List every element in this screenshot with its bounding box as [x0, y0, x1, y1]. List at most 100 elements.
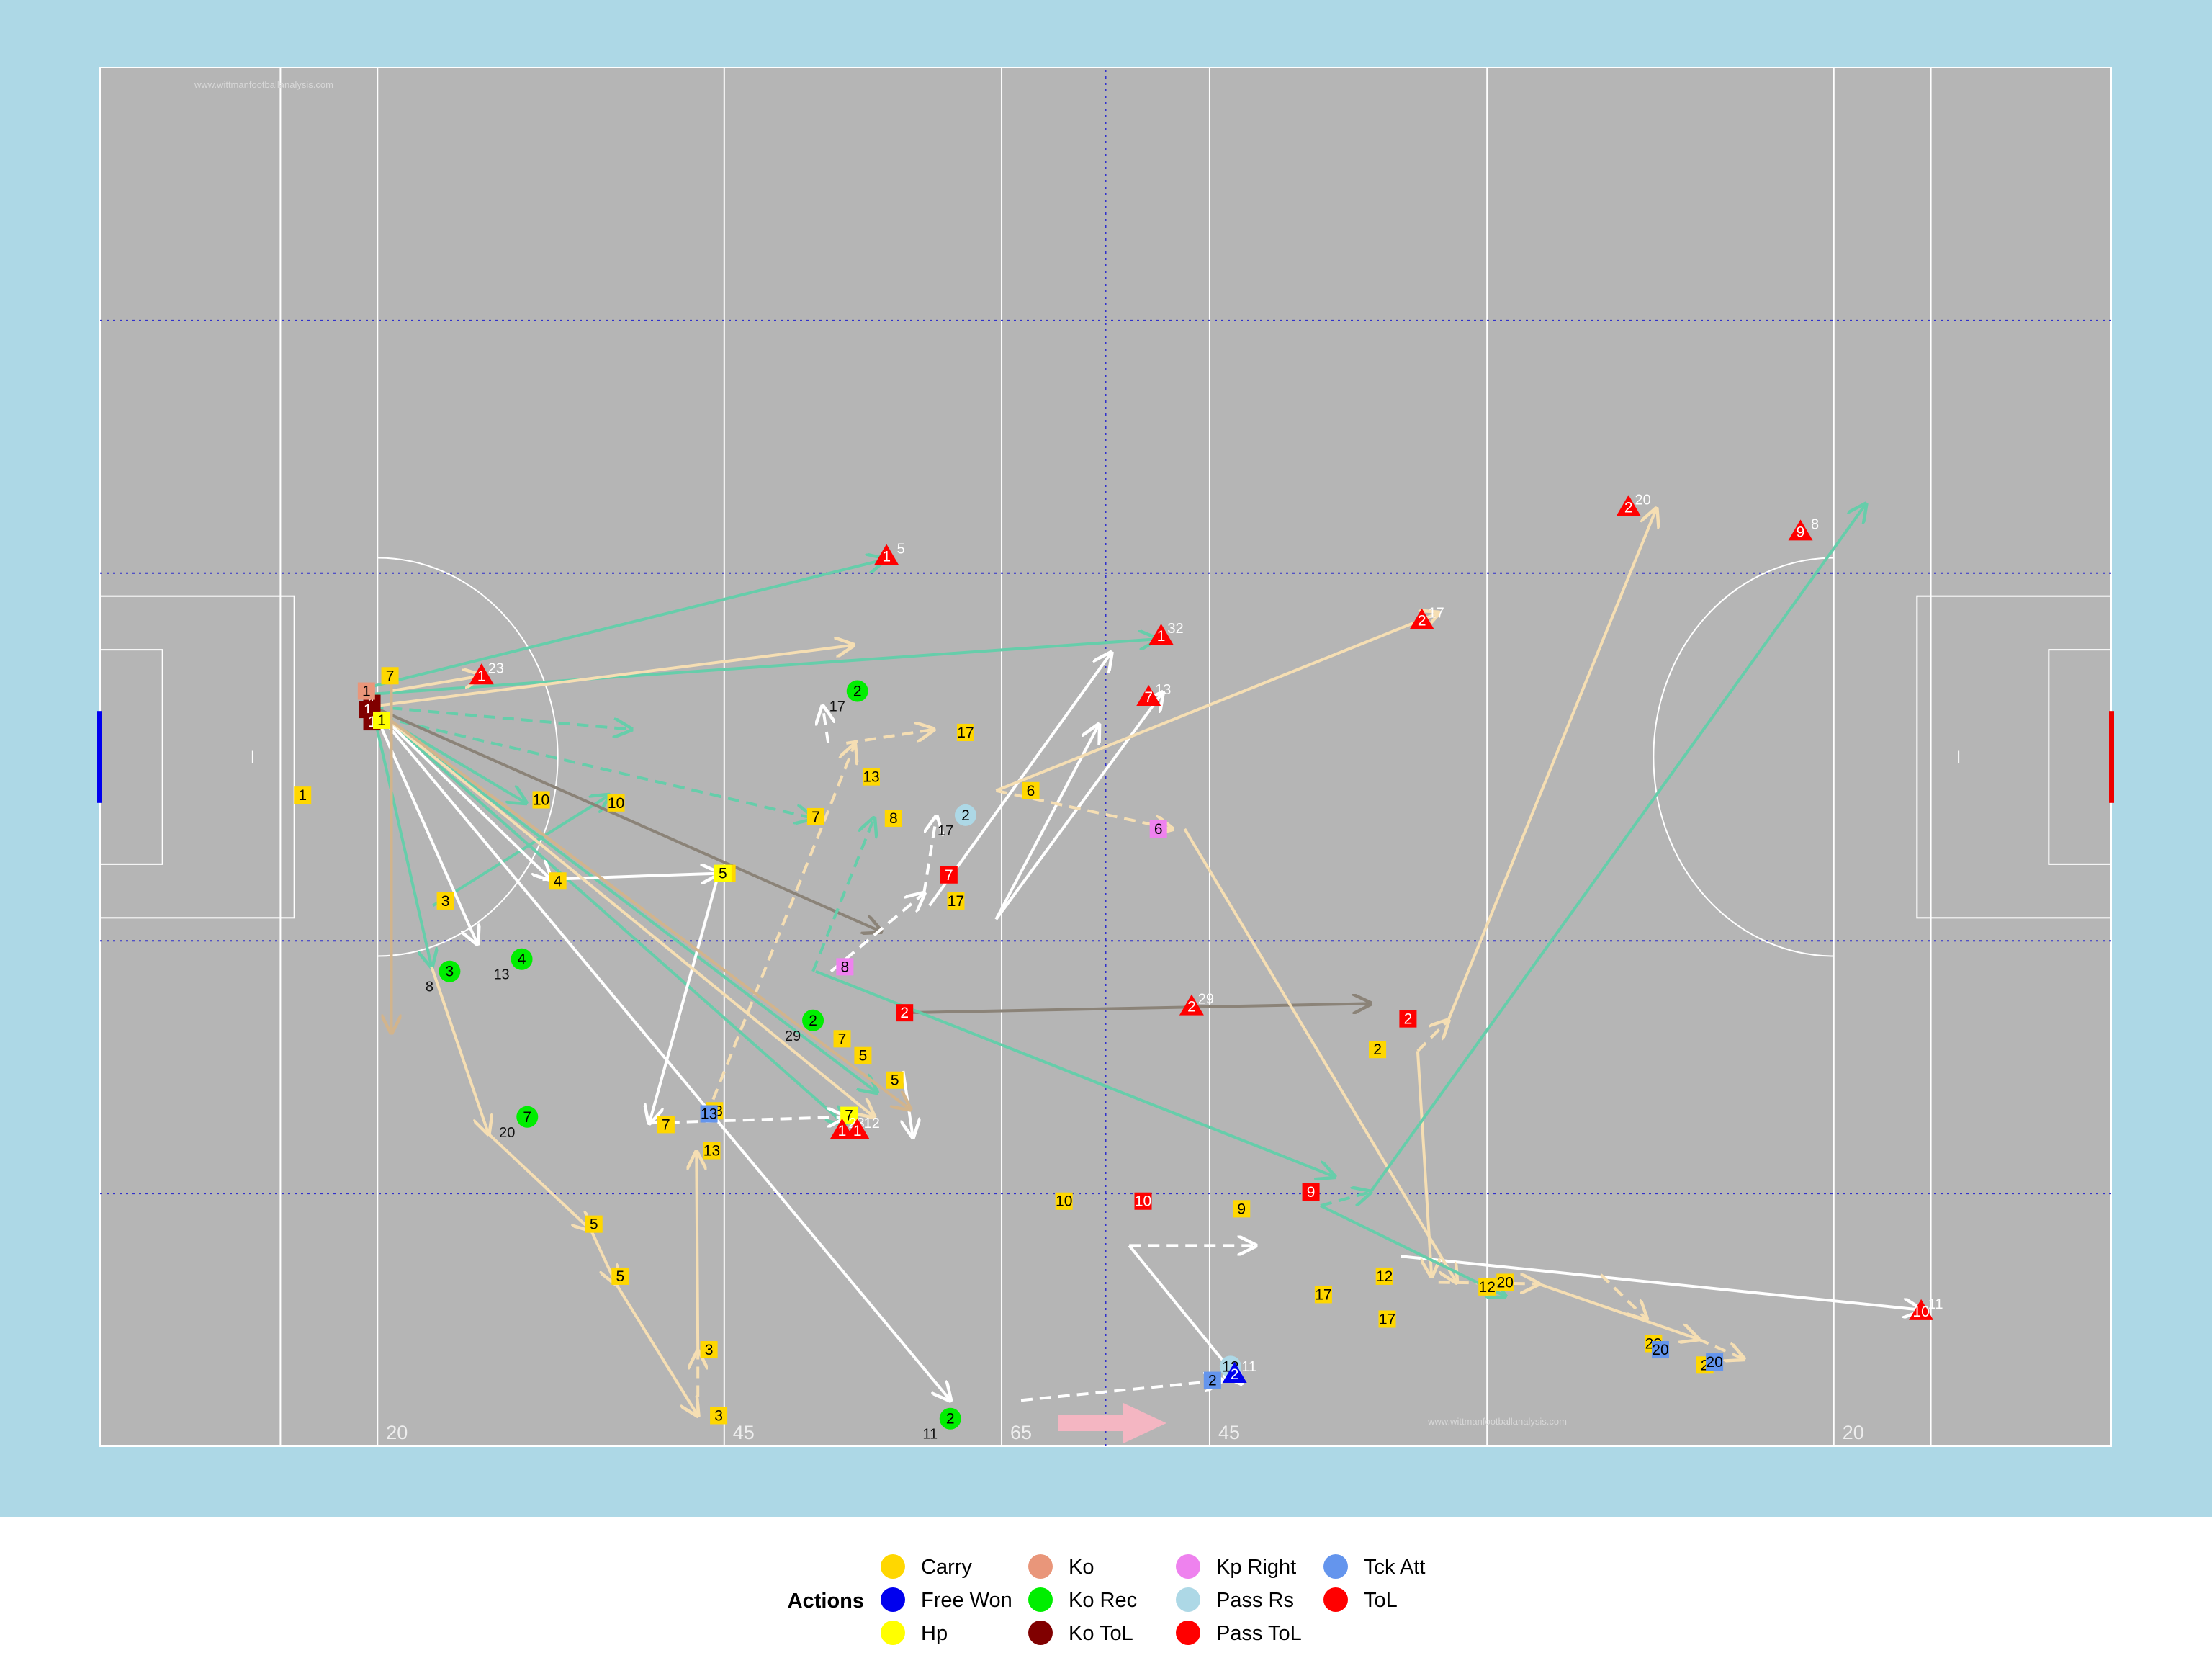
point-marker-triangle: [1616, 495, 1641, 516]
point-label: 10: [533, 792, 549, 809]
action-point: 1: [294, 786, 312, 804]
action-point: 7: [833, 1030, 851, 1048]
point-marker-square: [833, 1030, 851, 1048]
legend-key-freewon: [881, 1587, 905, 1612]
point-label: 8: [841, 959, 850, 975]
point-marker-triangle: [1909, 1299, 1934, 1320]
point-label: 2: [1208, 1373, 1217, 1389]
action-line: [487, 1132, 591, 1230]
point-marker-square: [896, 1004, 914, 1022]
legend-key-tol: [1323, 1587, 1348, 1612]
legend-key-carry: [881, 1554, 905, 1579]
point-label: 1: [882, 548, 891, 565]
point-label: 7: [811, 809, 820, 825]
point-label: 5: [590, 1216, 598, 1233]
point-marker-square: [607, 794, 625, 812]
point-label: 13: [863, 769, 879, 786]
action-line: [371, 705, 910, 1109]
point-label: 7: [386, 668, 395, 684]
point-label: 2: [1624, 499, 1633, 516]
action-point: 7: [940, 866, 958, 884]
point-label: 10: [1056, 1193, 1072, 1210]
point-marker-square: [700, 1341, 718, 1359]
action-point: 5: [585, 1215, 603, 1233]
point-label: 2: [961, 807, 970, 824]
action-point: 2 29: [785, 1009, 824, 1044]
action-line: [371, 705, 874, 1117]
attack-direction-arrow: [1058, 1403, 1166, 1443]
point-label: 12: [1376, 1268, 1393, 1285]
goal-left-marker: [97, 711, 102, 803]
point-label: 17: [948, 893, 964, 910]
action-point: 5: [854, 1046, 872, 1064]
point-label: 7: [1144, 689, 1153, 706]
point-marker-square: [956, 723, 974, 741]
point-marker-square: [436, 892, 454, 910]
point-marker-square: [1378, 1310, 1396, 1328]
action-line: [845, 730, 933, 745]
point-label: 1: [362, 683, 371, 700]
point-marker-triangle: [1409, 608, 1434, 629]
action-point: 2: [896, 1004, 914, 1022]
legend-label-kotol: Ko ToL: [1069, 1622, 1133, 1645]
point-label: 2: [809, 1013, 817, 1029]
watermark-top: www.wittmanfootballanalysis.com: [194, 79, 333, 90]
point-marker-square: [1496, 1273, 1514, 1291]
action-line: [1369, 504, 1866, 1193]
action-point: 2: [1203, 1371, 1221, 1389]
point-marker-triangle: [1788, 519, 1813, 541]
action-point: 2: [1369, 1041, 1387, 1059]
point-marker-square: [1233, 1200, 1251, 1218]
point-label: 2: [1701, 1357, 1709, 1373]
action-line: [1416, 1051, 1431, 1276]
action-line: [823, 707, 829, 744]
action-line: [390, 676, 482, 693]
point-label: 20: [1706, 1354, 1722, 1371]
action-line: [1438, 1282, 1539, 1283]
action-point: 7: [806, 807, 824, 825]
point-marker-square: [585, 1215, 603, 1233]
point-marker-square: [1375, 1267, 1393, 1285]
legend-key-kotol: [1028, 1621, 1053, 1645]
goal-right-marker: [2109, 711, 2114, 803]
point-label: 13: [703, 1143, 720, 1160]
action-line: [928, 653, 1111, 907]
action-line: [994, 693, 1162, 920]
point-label: 10: [608, 795, 624, 812]
point-note: 32: [1167, 621, 1183, 637]
action-point: 9: [1233, 1200, 1251, 1218]
point-label: 7: [945, 867, 953, 884]
action-point: 13: [862, 768, 880, 786]
point-note: 13: [493, 967, 509, 983]
action-point: 7 13: [1136, 682, 1171, 707]
action-line: [696, 1152, 698, 1352]
point-label: 7: [845, 1108, 853, 1124]
action-point: 5: [714, 864, 732, 882]
point-label: 17: [957, 725, 974, 741]
point-label: 4: [554, 873, 562, 889]
action-line: [811, 818, 874, 972]
point-label: 1: [368, 714, 377, 730]
action-line: [371, 705, 950, 1400]
action-point: 3: [710, 1407, 728, 1425]
point-label: 9: [1307, 1184, 1316, 1201]
point-marker-triangle: [1136, 685, 1161, 707]
legend-background: [0, 1517, 2212, 1659]
action-line: [370, 706, 477, 944]
action-point: 20: [1651, 1341, 1669, 1359]
point-marker-triangle: [469, 663, 494, 685]
legend-key-hp: [881, 1621, 905, 1645]
action-line: [922, 817, 936, 894]
action-points: 1111117123151322171010781317217667137178…: [294, 492, 1943, 1443]
point-marker-triangle: [874, 544, 899, 565]
point-label: 1: [1157, 628, 1166, 645]
point-label: 2: [1404, 1011, 1413, 1028]
legend: Actions Carry Free Won Hp Ko Ko Rec Ko ToL Kp …: [788, 1554, 1425, 1645]
action-line: [1320, 1192, 1370, 1208]
action-point: 12: [1375, 1267, 1393, 1285]
point-label: 7: [523, 1109, 531, 1126]
